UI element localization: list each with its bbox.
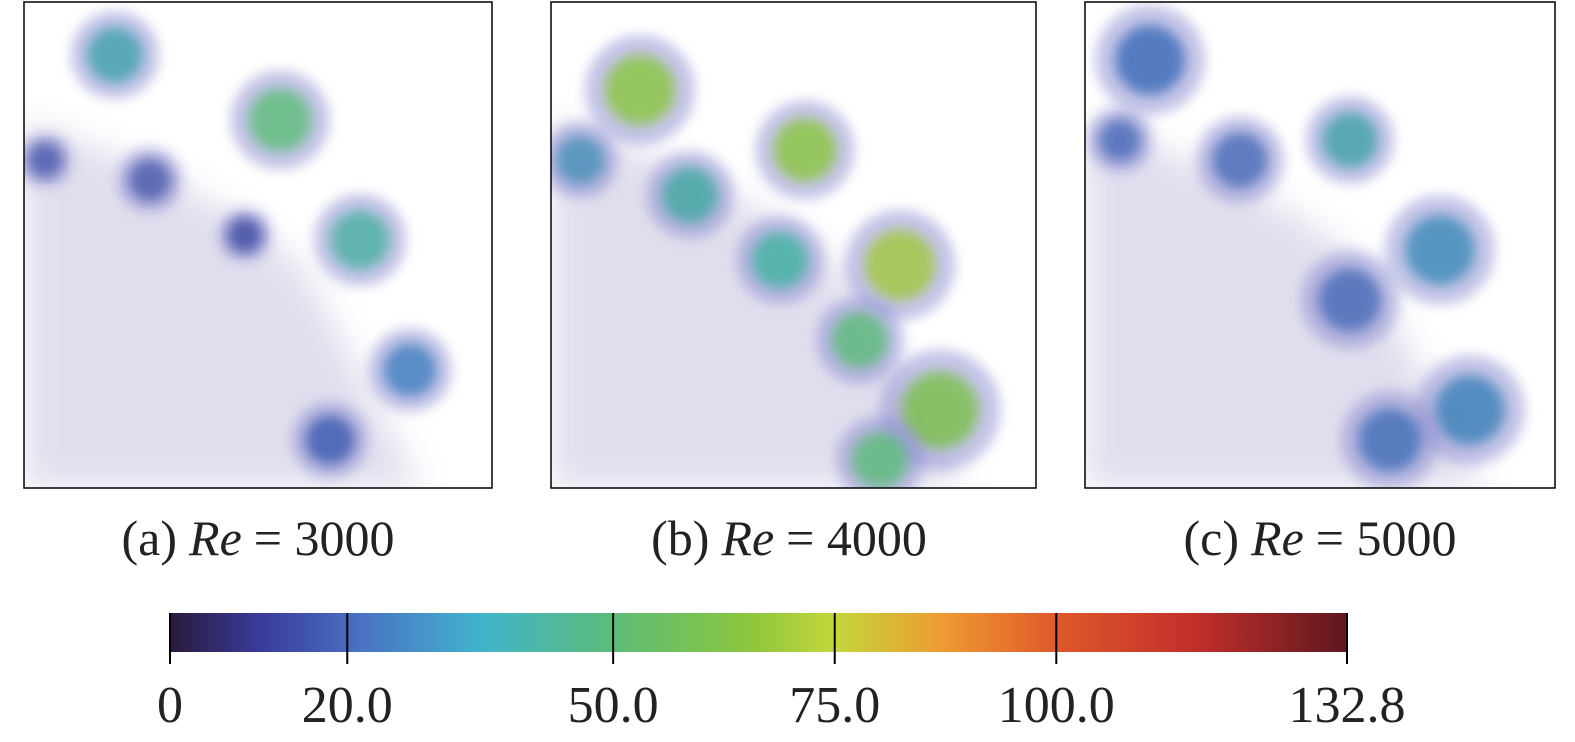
caption-variable: Re [720, 510, 774, 566]
plume-head [773, 118, 837, 182]
plume-head [1099, 119, 1141, 161]
plume-head [901, 371, 979, 449]
panel-caption: (a) Re = 3000 [122, 510, 395, 566]
plume-head [865, 230, 935, 300]
caption-label: (b) [651, 510, 709, 566]
caption-label: (c) [1184, 510, 1240, 566]
caption-value: = 5000 [1316, 510, 1457, 566]
plume-head [1212, 132, 1268, 188]
plume-head [1318, 268, 1382, 332]
plume-head [27, 142, 63, 178]
colorbar-tick-label: 132.8 [1289, 677, 1406, 734]
colorbar-tick-label: 100.0 [998, 677, 1115, 734]
plume-head [227, 217, 263, 253]
plume-head [1358, 408, 1422, 472]
density-cloud [24, 122, 422, 488]
plume-head [752, 232, 808, 288]
plume-head [605, 55, 675, 125]
caption-variable: Re [188, 510, 242, 566]
plume-head [852, 432, 908, 488]
panel-frame [23, 1, 493, 489]
colorbar-tick-label: 75.0 [789, 677, 880, 734]
panel-frame [550, 1, 1037, 489]
plume-head [832, 312, 888, 368]
colorbar [170, 613, 1347, 652]
caption-label: (a) [122, 510, 178, 566]
panel [1085, 2, 1555, 488]
plume-head [1405, 215, 1475, 285]
colorbar-tick-label: 0 [157, 677, 183, 734]
panel-caption: (b) Re = 4000 [651, 510, 927, 566]
colorbar-tick-label: 20.0 [302, 677, 393, 734]
panel-frame [1084, 1, 1556, 489]
panel [551, 2, 1036, 488]
plume-head [87, 27, 143, 83]
panel-caption: (c) Re = 5000 [1184, 510, 1457, 566]
plume-head [383, 343, 437, 397]
plume-head [662, 167, 718, 223]
plume-head [330, 210, 390, 270]
plume-head [305, 415, 355, 465]
colorbar-tick-label: 50.0 [568, 677, 659, 734]
caption-variable: Re [1250, 510, 1304, 566]
plume-head [1435, 375, 1505, 445]
panel [24, 2, 492, 488]
caption-value: = 4000 [786, 510, 927, 566]
plume-head [1322, 112, 1378, 168]
plume-head [248, 88, 312, 152]
caption-value: = 3000 [254, 510, 395, 566]
plume-head [129, 159, 171, 201]
plume-head [555, 135, 605, 185]
plume-head [1115, 25, 1185, 95]
